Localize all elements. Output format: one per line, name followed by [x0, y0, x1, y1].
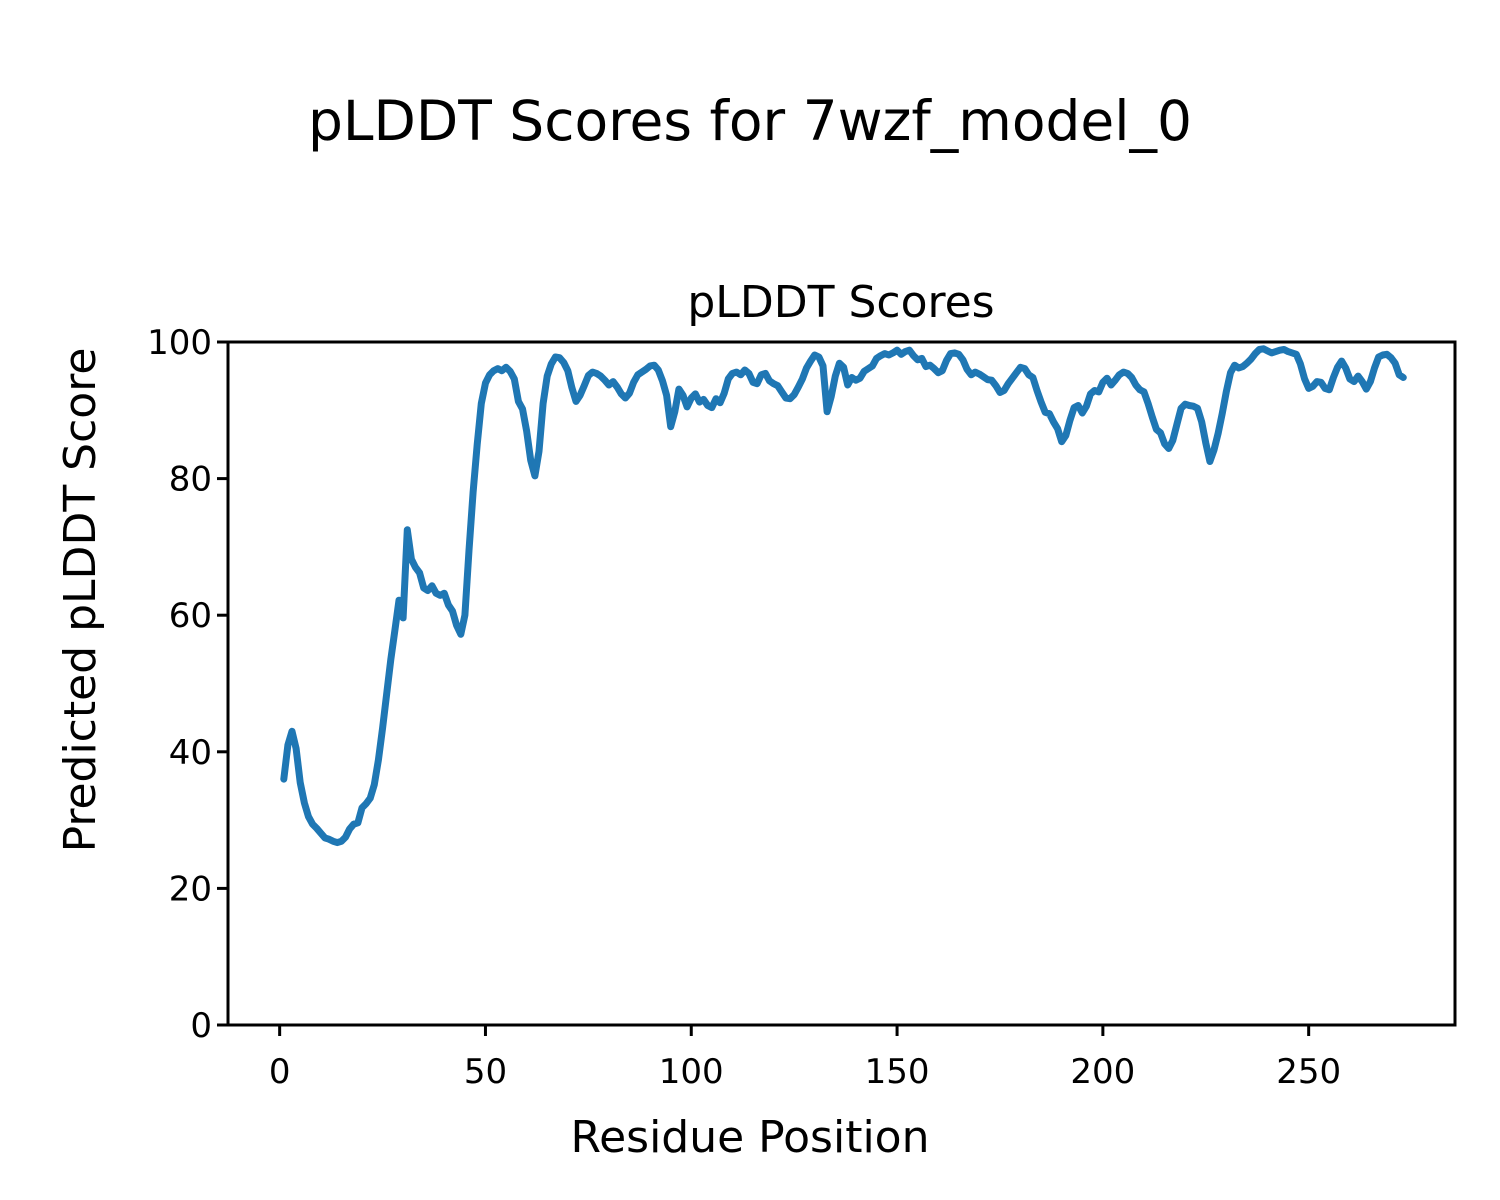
- y-tick-label: 0: [190, 1006, 212, 1046]
- x-tick-label: 200: [1070, 1052, 1135, 1092]
- y-axis-ticks: 0 20 40 60 80 100: [147, 323, 228, 1046]
- y-tick-label: 80: [169, 460, 212, 500]
- x-axis-ticks: 0 50 100 150 200 250: [269, 1025, 1341, 1092]
- x-tick-label: 100: [659, 1052, 724, 1092]
- y-tick-label: 40: [169, 733, 212, 773]
- figure-suptitle: pLDDT Scores for 7wzf_model_0: [308, 89, 1192, 153]
- x-tick-label: 50: [464, 1052, 507, 1092]
- x-axis-label: Residue Position: [570, 1112, 929, 1163]
- y-tick-label: 60: [169, 596, 212, 636]
- x-tick-label: 150: [865, 1052, 930, 1092]
- y-tick-label: 100: [147, 323, 212, 363]
- y-tick-label: 20: [169, 869, 212, 909]
- x-tick-label: 0: [269, 1052, 291, 1092]
- plddt-line: [280, 345, 1407, 847]
- axes-title: pLDDT Scores: [687, 277, 994, 328]
- x-tick-label: 250: [1276, 1052, 1341, 1092]
- axes-spines: [226, 340, 1457, 1027]
- y-axis-label: Predicted pLDDT Score: [55, 348, 106, 853]
